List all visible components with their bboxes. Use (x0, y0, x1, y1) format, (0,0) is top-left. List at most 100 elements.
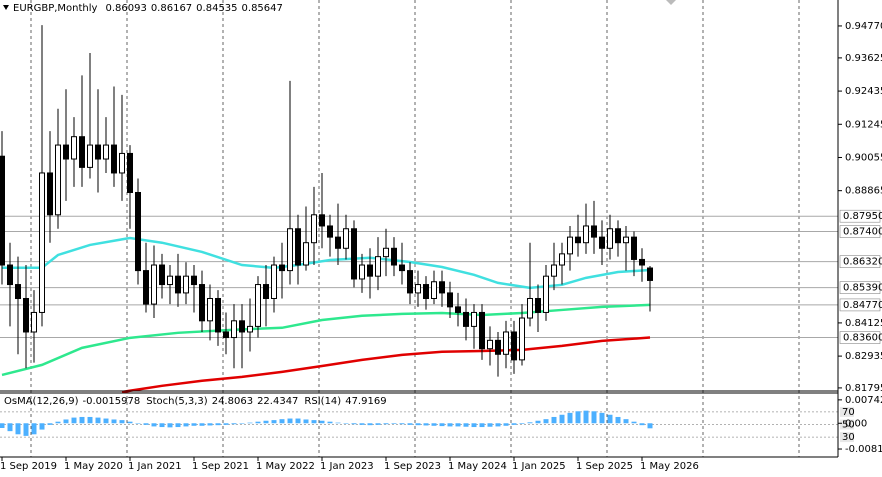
osma-tick-label: -0.00817 (845, 444, 882, 455)
candle-body (503, 331, 509, 355)
osc-level-label: 70 (842, 407, 855, 418)
osma-bar (215, 423, 221, 426)
osma-bar (295, 418, 301, 424)
rsi-value: 47.9169 (345, 396, 386, 407)
osma-bar (175, 423, 181, 428)
osma-bar (23, 423, 29, 436)
osma-bar (303, 419, 309, 424)
y-tick-label: 0.82935 (845, 351, 882, 362)
osma-bar (95, 417, 101, 424)
candle-body (383, 247, 389, 258)
osma-bar (391, 423, 397, 424)
x-tick-label: 1 Jan 2025 (512, 461, 566, 472)
candle-body (63, 144, 69, 160)
osma-bar (567, 412, 573, 424)
candle-body (0, 155, 5, 266)
level-label-box (839, 331, 881, 344)
x-tick-label: 1 May 2022 (256, 461, 315, 472)
x-tick-label: 1 May 2024 (448, 461, 507, 472)
osma-bar (583, 410, 589, 424)
osma-bar (447, 423, 453, 427)
candle-body (159, 264, 165, 286)
osma-bar (239, 423, 245, 424)
candle-body (543, 275, 549, 313)
stoch-label: Stoch(5,3,3) (146, 396, 208, 407)
candle-body (55, 144, 61, 216)
candle-body (191, 275, 197, 286)
high-value: 0.86167 (151, 3, 192, 14)
osma-bar (415, 423, 421, 426)
osma-tick-label: 0.00 (845, 418, 867, 429)
osma-bar (63, 419, 69, 424)
level-label-box (839, 209, 881, 223)
level-label: 0.87400 (843, 227, 882, 238)
level-label: 0.83600 (843, 333, 882, 344)
osma-bar (271, 420, 277, 424)
x-tick-label: 1 May 2020 (64, 461, 123, 472)
moving-average (121, 336, 651, 394)
level-label-box (839, 225, 881, 238)
candle-body (623, 236, 629, 244)
candle-body (471, 311, 477, 327)
x-tick-label: 1 Jan 2021 (128, 461, 182, 472)
osma-bar (543, 419, 549, 424)
osma-bar (279, 419, 285, 424)
candle-body (239, 320, 245, 333)
candle-body (599, 236, 605, 249)
osma-tick-label: 0.007423 (845, 395, 882, 406)
y-tick-label: 0.81795 (845, 383, 882, 394)
osma-bar (207, 423, 213, 426)
osma-bar (527, 422, 533, 424)
osc-level-box (840, 406, 854, 417)
moving-average (2, 236, 651, 290)
candle-body (215, 297, 221, 333)
level-label-box (839, 298, 881, 312)
candle-body (367, 264, 373, 277)
osma-bar (287, 418, 293, 424)
candle-body (631, 236, 637, 260)
candle-body (591, 225, 597, 238)
osma-bar (607, 414, 613, 424)
candle-body (559, 253, 565, 266)
shift-marker (666, 0, 676, 5)
candle-body (143, 270, 149, 305)
candle-body (575, 236, 581, 244)
candle-body (327, 225, 333, 238)
osma-bar (223, 423, 229, 425)
candle-body (279, 264, 285, 272)
osma-label: OsMA(12,26,9) (4, 396, 79, 407)
osma-bar (519, 423, 525, 424)
osma-bar (79, 416, 85, 424)
dropdown-icon[interactable] (3, 5, 9, 10)
level-label: 0.86320 (843, 257, 882, 268)
x-tick-label: 1 Jan 2023 (320, 461, 374, 472)
x-tick-label: 1 May 2026 (640, 461, 699, 472)
candle-body (639, 258, 645, 266)
osma-bar (15, 423, 21, 435)
x-tick-label: 1 Sep 2019 (0, 461, 57, 472)
osma-bar (151, 423, 157, 427)
osma-bar (247, 422, 253, 424)
osma-bar (55, 421, 61, 424)
candle-body (359, 264, 365, 280)
osma-bar (183, 423, 189, 427)
candle-body (23, 297, 29, 333)
osc-level-box (840, 432, 854, 443)
y-tick-label: 0.92435 (845, 86, 882, 97)
candle-body (39, 172, 45, 313)
osma-bar (7, 423, 13, 432)
indicator-header: OsMA(12,26,9) -0.0015978 Stoch(5,3,3) 24.80… (4, 396, 387, 407)
osma-bar (479, 423, 485, 428)
osma-bar (159, 423, 165, 428)
candle-body (455, 306, 461, 313)
osma-bar (311, 420, 317, 424)
osma-bar (431, 423, 437, 426)
osma-bar (119, 420, 125, 424)
osma-bar (111, 419, 117, 424)
osma-bar (319, 420, 325, 424)
osma-bar (47, 423, 53, 425)
